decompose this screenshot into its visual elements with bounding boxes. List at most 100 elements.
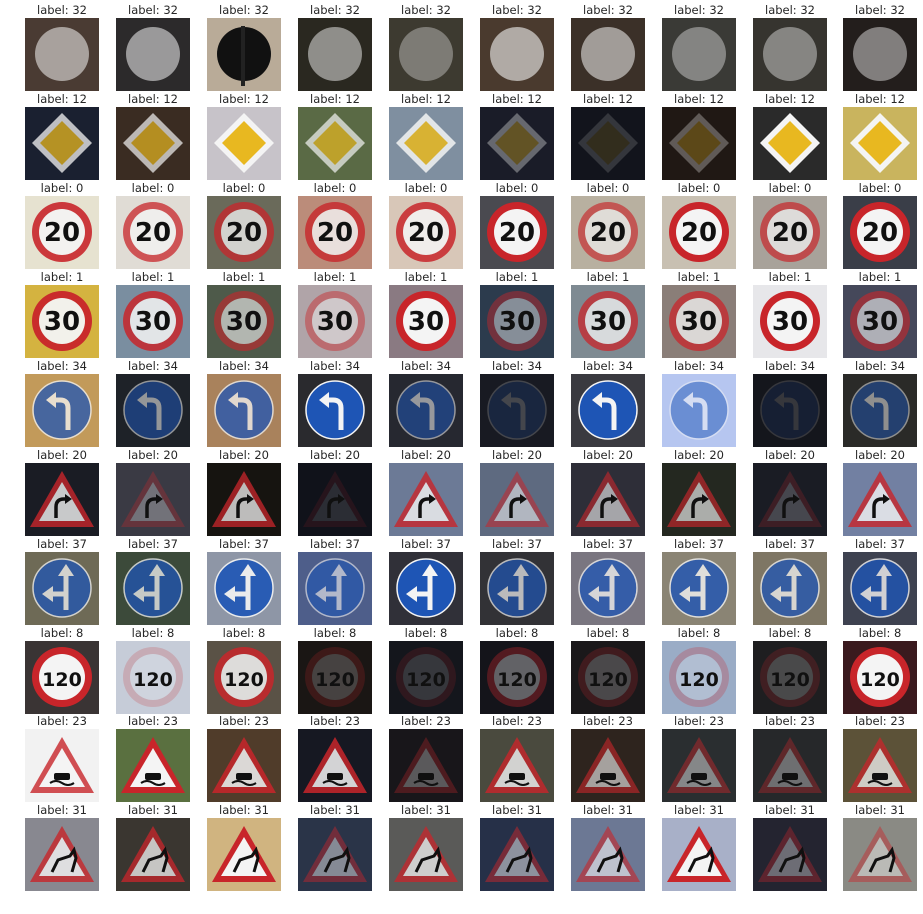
sign-thumbnail: [207, 818, 281, 891]
svg-text:30: 30: [317, 307, 353, 337]
cell-label: label: 8: [40, 626, 84, 640]
cell-label: label: 32: [128, 3, 178, 17]
cell-label: label: 34: [583, 359, 633, 373]
cell-label: label: 1: [404, 270, 448, 284]
sign-thumbnail: [480, 818, 554, 891]
cell-label: label: 20: [37, 448, 87, 462]
slippery-road-sign: [848, 737, 912, 793]
cell-label: label: 0: [768, 181, 812, 195]
speed-120-sign: 120: [669, 647, 729, 707]
cell-label: label: 23: [492, 714, 542, 728]
sign-thumbnail: 120: [389, 641, 463, 714]
cell-label: label: 20: [765, 448, 815, 462]
sign-thumbnail: [25, 18, 99, 91]
grid-cell: label: 31: [207, 803, 281, 891]
slippery-road-sign: [758, 737, 822, 793]
cell-label: label: 0: [313, 181, 357, 195]
cell-label: label: 34: [401, 359, 451, 373]
grid-cell: label: 31: [571, 803, 645, 891]
svg-text:120: 120: [860, 669, 900, 691]
cell-label: label: 34: [765, 359, 815, 373]
svg-text:30: 30: [772, 307, 808, 337]
svg-text:20: 20: [772, 218, 808, 248]
speed-20-sign: 20: [396, 202, 456, 262]
cell-label: label: 8: [131, 626, 175, 640]
grid-cell: label: 12: [480, 92, 554, 180]
slippery-road-sign: [212, 737, 276, 793]
sign-thumbnail: [116, 463, 190, 536]
sign-thumbnail: [389, 463, 463, 536]
grid-cell: label: 34: [571, 359, 645, 447]
straight-or-left-sign: [32, 558, 92, 618]
speed-30-sign: 30: [760, 291, 820, 351]
sign-thumbnail: [753, 729, 827, 802]
cell-label: label: 12: [37, 92, 87, 106]
sign-thumbnail: [571, 729, 645, 802]
cell-label: label: 31: [765, 803, 815, 817]
cell-label: label: 20: [855, 448, 905, 462]
grid-cell: label: 37: [389, 537, 463, 625]
sign-thumbnail: [843, 18, 917, 91]
priority-road-sign: [487, 113, 547, 173]
cell-label: label: 23: [219, 714, 269, 728]
grid-cell: label: 1 30: [207, 270, 281, 358]
straight-or-left-sign: [578, 558, 638, 618]
sign-thumbnail: [571, 463, 645, 536]
sign-thumbnail: [25, 552, 99, 625]
sign-thumbnail: [389, 552, 463, 625]
grid-cell: label: 32: [662, 3, 736, 91]
sign-disc: [853, 27, 907, 81]
cell-label: label: 8: [404, 626, 448, 640]
end-limit-sign: [308, 27, 362, 81]
priority-road-sign: [669, 113, 729, 173]
speed-120-sign: 120: [305, 647, 365, 707]
straight-or-left-sign: [305, 558, 365, 618]
grid-cell: label: 0 20: [753, 181, 827, 269]
cell-label: label: 0: [677, 181, 721, 195]
sign-thumbnail: [843, 818, 917, 891]
curve-right-sign: [394, 471, 458, 527]
priority-road-sign: [760, 113, 820, 173]
grid-cell: label: 8 120: [843, 626, 917, 714]
speed-30-sign: 30: [487, 291, 547, 351]
svg-text:30: 30: [499, 307, 535, 337]
cell-label: label: 1: [40, 270, 84, 284]
sign-thumbnail: [662, 729, 736, 802]
sign-thumbnail: 120: [753, 641, 827, 714]
sign-thumbnail: [116, 18, 190, 91]
cell-label: label: 20: [674, 448, 724, 462]
cell-label: label: 31: [219, 803, 269, 817]
cell-label: label: 0: [131, 181, 175, 195]
grid-cell: label: 37: [662, 537, 736, 625]
cell-label: label: 23: [310, 714, 360, 728]
sign-thumbnail: 120: [207, 641, 281, 714]
svg-text:120: 120: [224, 669, 264, 691]
grid-cell: label: 20: [662, 448, 736, 536]
sign-thumbnail: [480, 18, 554, 91]
sign-thumbnail: [480, 374, 554, 447]
cell-label: label: 31: [674, 803, 724, 817]
sign-disc: [35, 27, 89, 81]
cell-label: label: 31: [855, 803, 905, 817]
sign-thumbnail: [753, 374, 827, 447]
cell-label: label: 1: [858, 270, 902, 284]
svg-text:30: 30: [862, 307, 898, 337]
speed-20-sign: 20: [850, 202, 910, 262]
grid-cell: label: 12: [843, 92, 917, 180]
curve-right-sign: [121, 471, 185, 527]
turn-left-ahead-sign: [669, 380, 729, 440]
sign-thumbnail: [298, 552, 372, 625]
sign-thumbnail: [662, 107, 736, 180]
grid-cell: label: 12: [207, 92, 281, 180]
end-limit-sign: [853, 27, 907, 81]
svg-text:20: 20: [135, 218, 171, 248]
cell-label: label: 37: [583, 537, 633, 551]
sign-disc: [581, 27, 635, 81]
sign-thumbnail: 30: [571, 285, 645, 358]
cell-label: label: 12: [128, 92, 178, 106]
grid-cell: label: 34: [298, 359, 372, 447]
speed-20-sign: 20: [214, 202, 274, 262]
wild-animals-sign: [303, 826, 367, 882]
cell-label: label: 23: [583, 714, 633, 728]
speed-20-sign: 20: [487, 202, 547, 262]
